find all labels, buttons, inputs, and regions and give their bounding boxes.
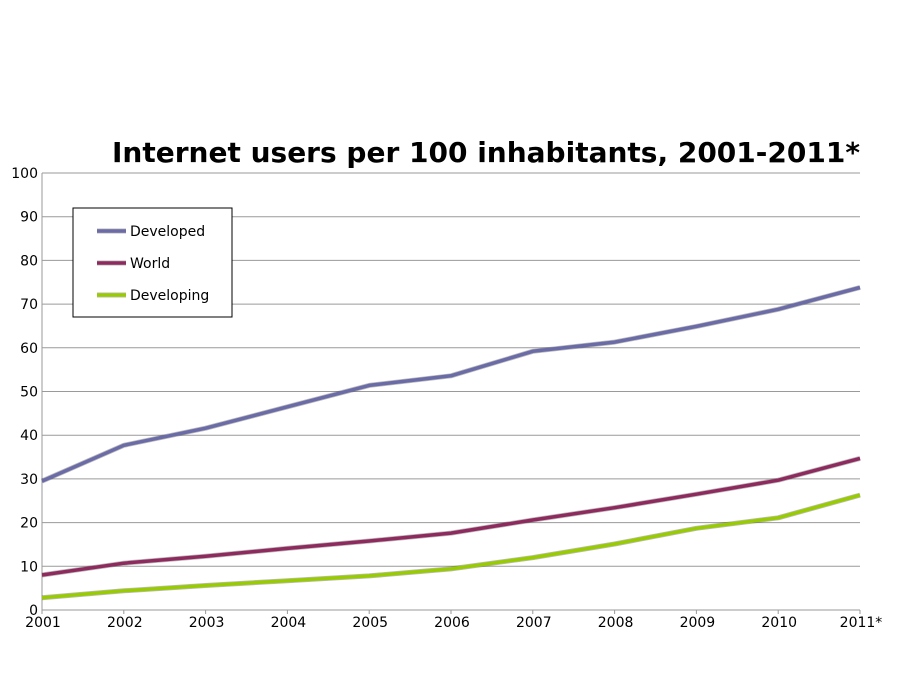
x-tick-label: 2008 bbox=[598, 615, 634, 631]
x-tick-label: 2007 bbox=[516, 615, 552, 631]
x-tick-label: 2011* bbox=[840, 615, 883, 631]
y-tick-label: 20 bbox=[20, 516, 38, 532]
x-tick-label: 2002 bbox=[107, 615, 143, 631]
x-tick-label: 2003 bbox=[189, 615, 225, 631]
y-tick-label: 80 bbox=[20, 253, 38, 269]
y-tick-labels: 0 10 20 30 40 50 60 70 80 90 100 bbox=[11, 166, 38, 619]
y-tick-label: 40 bbox=[20, 428, 38, 444]
legend-label-world: World bbox=[130, 256, 170, 272]
series-world bbox=[41, 455, 861, 578]
y-tick-label: 70 bbox=[20, 297, 38, 313]
legend-label-developing: Developing bbox=[130, 288, 209, 304]
y-tick-label: 90 bbox=[20, 210, 38, 226]
legend: Developed World Developing bbox=[72, 207, 233, 318]
series-line-shadow-developing bbox=[41, 492, 861, 601]
y-tick-label: 100 bbox=[11, 166, 38, 182]
legend-label-developed: Developed bbox=[130, 224, 205, 240]
chart-title: Internet users per 100 inhabitants, 2001… bbox=[112, 136, 860, 169]
y-tick-label: 60 bbox=[20, 341, 38, 357]
series-developed bbox=[40, 285, 861, 484]
axes bbox=[41, 173, 861, 614]
y-tick-label: 10 bbox=[20, 559, 38, 575]
x-tick-label: 2006 bbox=[434, 615, 470, 631]
x-tick-label: 2009 bbox=[680, 615, 716, 631]
x-tick-label: 2010 bbox=[761, 615, 797, 631]
y-tick-label: 0 bbox=[29, 603, 38, 619]
x-tick-label: 2005 bbox=[352, 615, 388, 631]
series-lines bbox=[40, 285, 861, 601]
y-tick-label: 50 bbox=[20, 385, 38, 401]
series-developing bbox=[41, 492, 861, 601]
series-line-developing bbox=[41, 493, 861, 600]
series-line-shadow-world bbox=[41, 455, 861, 578]
x-tick-label: 2001 bbox=[25, 615, 61, 631]
y-tick-label: 30 bbox=[20, 472, 38, 488]
x-tick-labels: 2001 2002 2003 2004 2005 2006 2007 2008 2009 2010… bbox=[25, 615, 882, 631]
x-tick-label: 2004 bbox=[271, 615, 307, 631]
